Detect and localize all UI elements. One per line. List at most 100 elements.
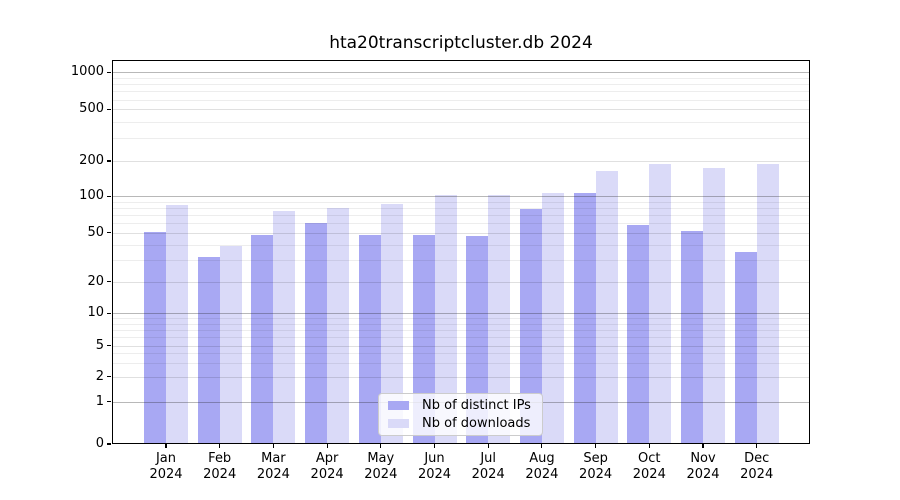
bar-distinct-ips-apr: [305, 223, 328, 444]
y-tick-label-1000: 1000: [70, 64, 104, 80]
y-tick-mark-1000: [107, 71, 111, 73]
gridline-2: [112, 376, 810, 378]
minor-gridline-7: [112, 329, 810, 331]
month-year: 2024: [579, 467, 613, 482]
minor-gridline-80: [112, 208, 810, 210]
month-name: Mar: [261, 451, 286, 466]
month-year: 2024: [417, 467, 452, 482]
minor-gridline-3: [112, 362, 810, 364]
y-tick-mark-2: [107, 376, 111, 378]
x-tick-mark-jan: [165, 444, 167, 448]
x-tick-mark-oct: [648, 444, 650, 448]
bar-downloads-jan: [166, 204, 188, 444]
bar-downloads-may: [380, 204, 403, 444]
y-tick-label-2: 2: [95, 368, 104, 384]
month-name: Jul: [480, 451, 497, 466]
legend-swatch-distinct-ips: [388, 401, 409, 410]
gridline-50: [112, 232, 810, 234]
bar-downloads-feb: [219, 245, 242, 444]
y-tick-label-200: 200: [79, 153, 104, 168]
minor-gridline-700: [112, 91, 810, 93]
gridline-500: [112, 109, 810, 111]
bar-distinct-ips-oct: [627, 224, 650, 444]
x-tick-mark-apr: [326, 444, 328, 448]
y-tick-mark-10: [107, 312, 111, 314]
bar-distinct-ips-sep: [573, 192, 596, 444]
gridline-100: [112, 196, 810, 198]
bar-downloads-mar: [273, 211, 296, 444]
x-tick-label-jan: Jan 2024: [139, 451, 193, 483]
y-tick-mark-50: [107, 232, 111, 234]
bar-distinct-ips-aug: [519, 209, 542, 444]
x-tick-mark-mar: [272, 444, 274, 448]
bar-downloads-jun: [434, 195, 457, 444]
legend-swatch-downloads: [388, 419, 409, 428]
y-tick-label-0: 0: [95, 436, 104, 451]
bar-distinct-ips-mar: [251, 234, 274, 444]
month-year: 2024: [256, 467, 290, 482]
legend: Nb of distinct IPs Nb of downloads: [378, 393, 543, 436]
minor-gridline-4: [112, 353, 810, 355]
bar-distinct-ips-jun: [412, 234, 435, 444]
x-tick-mark-nov: [702, 444, 704, 448]
month-name: May: [367, 451, 395, 466]
month-name: Jan: [155, 451, 177, 466]
y-tick-mark-500: [107, 108, 111, 110]
minor-gridline-300: [112, 138, 810, 140]
minor-gridline-90: [112, 201, 810, 203]
x-tick-label-feb: Feb 2024: [193, 451, 247, 483]
month-year: 2024: [525, 467, 559, 482]
y-tick-label-50: 50: [87, 224, 104, 240]
month-name: Dec: [744, 451, 770, 466]
bar-downloads-nov: [703, 168, 725, 444]
gridline-1000: [112, 72, 810, 74]
month-name: Aug: [529, 451, 555, 466]
gridline-5: [112, 345, 810, 347]
y-tick-label-1: 1: [95, 393, 104, 409]
month-year: 2024: [632, 467, 666, 482]
legend-label-downloads: Nb of downloads: [422, 416, 531, 431]
bar-distinct-ips-nov: [681, 230, 703, 444]
y-tick-mark-5: [107, 345, 111, 347]
gridline-10: [112, 313, 810, 315]
bar-downloads-apr: [327, 208, 350, 444]
legend-item-distinct-ips: Nb of distinct IPs: [388, 397, 533, 415]
month-year: 2024: [740, 467, 774, 482]
month-year: 2024: [149, 467, 183, 482]
gridline-200: [112, 161, 810, 162]
bar-distinct-ips-dec: [734, 251, 757, 444]
month-year: 2024: [686, 467, 720, 482]
bar-downloads-dec: [756, 164, 779, 444]
x-tick-label-apr: Apr 2024: [300, 451, 354, 483]
x-tick-mark-jun: [433, 444, 436, 448]
y-tick-mark-100: [107, 195, 111, 197]
bar-downloads-aug: [541, 192, 564, 444]
minor-gridline-400: [112, 121, 810, 123]
y-tick-label-20: 20: [87, 273, 104, 289]
minor-gridline-800: [112, 84, 810, 86]
x-tick-mark-jul: [487, 444, 489, 448]
month-name: Sep: [583, 451, 608, 466]
gridline-20: [112, 281, 810, 283]
x-tick-label-dec: Dec 2024: [730, 451, 784, 483]
x-tick-label-nov: Nov 2024: [676, 451, 730, 483]
month-name: Apr: [315, 451, 339, 466]
month-name: Nov: [690, 451, 716, 466]
month-name: Oct: [638, 451, 661, 466]
x-tick-mark-sep: [595, 444, 597, 448]
x-tick-mark-dec: [756, 444, 758, 448]
month-year: 2024: [364, 467, 398, 482]
minor-gridline-8: [112, 323, 810, 325]
y-tick-mark-200: [107, 160, 111, 162]
x-tick-label-sep: Sep 2024: [569, 451, 623, 483]
minor-gridline-40: [112, 244, 810, 246]
bar-distinct-ips-jul: [466, 236, 489, 444]
minor-gridline-60: [112, 223, 810, 225]
x-tick-mark-aug: [541, 444, 543, 448]
y-tick-label-10: 10: [87, 305, 104, 321]
x-tick-mark-may: [380, 444, 382, 448]
bar-downloads-jul: [488, 194, 511, 444]
x-tick-label-jul: Jul 2024: [461, 451, 515, 483]
bar-downloads-sep: [595, 171, 618, 444]
plot-area: [112, 60, 810, 444]
